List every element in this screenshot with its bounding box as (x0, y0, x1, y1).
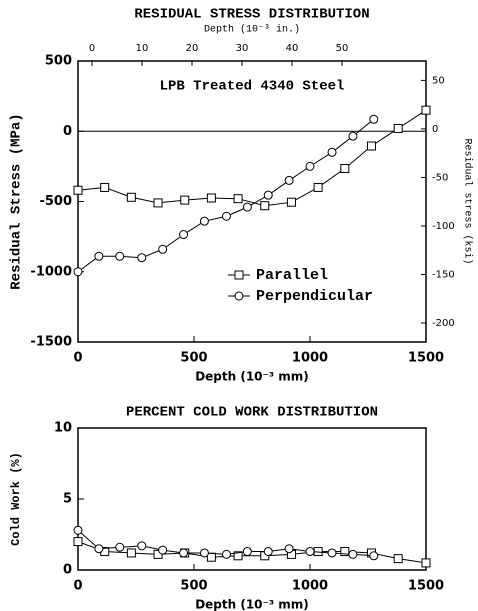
chart-title: PERCENT COLD WORK DISTRIBUTION (126, 405, 378, 421)
y-tick-label: 0 (63, 563, 72, 578)
square-marker (206, 193, 216, 203)
square-marker (366, 141, 376, 151)
circle-marker (73, 525, 83, 535)
x2-tick-label: 20 (186, 43, 199, 54)
circle-marker (242, 547, 252, 557)
x2-tick-label: 50 (336, 43, 349, 54)
x2-tick-label: 0 (89, 43, 95, 54)
circle-marker (369, 551, 379, 561)
circle-marker (179, 548, 189, 558)
square-marker (313, 182, 323, 192)
series-line (77, 109, 427, 207)
circle-marker (221, 549, 231, 559)
circle-marker (369, 114, 379, 124)
y-tick-label: 10 (54, 421, 72, 436)
square-marker (126, 548, 136, 558)
y-tick-label: -1500 (30, 335, 72, 350)
circle-marker (94, 251, 104, 261)
y2-tick-label: -100 (432, 221, 455, 232)
y-tick-label: -500 (39, 194, 72, 209)
x-tick-label: 1500 (408, 579, 444, 594)
x-tick-label: 0 (73, 351, 82, 366)
square-marker (126, 192, 136, 202)
x2-tick-label: 30 (236, 43, 249, 54)
circle-marker (348, 131, 358, 141)
square-marker (73, 537, 83, 547)
y2-tick-label: -150 (432, 269, 455, 280)
circle-marker (137, 253, 147, 263)
circle-marker (158, 545, 168, 555)
circle-marker (284, 175, 294, 185)
legend-label: Parallel (256, 267, 328, 284)
x-tick-label: 1500 (408, 351, 444, 366)
legend-circle (234, 291, 244, 301)
y2-tick-label: 50 (432, 75, 445, 86)
circle-marker (305, 161, 315, 171)
circle-marker (115, 542, 125, 552)
circle-marker (115, 251, 125, 261)
circle-marker (94, 544, 104, 554)
y-tick-label: 5 (63, 492, 72, 507)
circle-marker (348, 549, 358, 559)
square-marker (393, 554, 403, 564)
circle-marker (263, 547, 273, 557)
y-tick-label: 500 (45, 54, 72, 69)
square-marker (421, 558, 431, 568)
annotation: LPB Treated 4340 Steel (160, 79, 345, 95)
square-marker (153, 198, 163, 208)
x-tick-label: 1000 (292, 579, 328, 594)
x-axis-label: Depth (10⁻³ mm) (195, 370, 309, 384)
x2-tick-label: 40 (286, 43, 299, 54)
x-tick-label: 1000 (292, 351, 328, 366)
circle-marker (327, 548, 337, 558)
square-marker (393, 123, 403, 133)
circle-marker (327, 147, 337, 157)
square-marker (260, 201, 270, 211)
circle-marker (263, 190, 273, 200)
square-marker (73, 185, 83, 195)
y2-axis-label: Residual stress (ksi) (461, 138, 473, 264)
circle-marker (242, 202, 252, 212)
x-tick-label: 500 (180, 579, 207, 594)
circle-marker (73, 267, 83, 277)
y2-tick-label: -50 (432, 172, 448, 183)
x-axis-label: Depth (10⁻³ mm) (195, 598, 309, 611)
square-marker (340, 163, 350, 173)
circle-marker (137, 541, 147, 551)
circle-marker (305, 547, 315, 557)
legend-label: Perpendicular (256, 288, 373, 305)
square-marker (340, 547, 350, 557)
square-marker (421, 105, 431, 115)
circle-marker (199, 548, 209, 558)
y-axis-label: Cold Work (%) (9, 452, 23, 546)
y2-tick-label: -200 (432, 318, 455, 329)
circle-marker (179, 230, 189, 240)
y-tick-label: -1000 (30, 264, 72, 279)
square-marker (233, 194, 243, 204)
x2-axis-label: Depth (10⁻³ in.) (204, 24, 300, 36)
square-marker (286, 197, 296, 207)
circle-marker (199, 216, 209, 226)
legend-square (234, 270, 244, 280)
square-marker (100, 182, 110, 192)
square-marker (180, 195, 190, 205)
y-axis-label: Residual Stress (MPa) (9, 113, 25, 289)
series-line (77, 118, 375, 273)
circle-marker (221, 211, 231, 221)
y2-tick-label: 0 (432, 124, 438, 135)
y-tick-label: 0 (63, 124, 72, 139)
circle-marker (284, 544, 294, 554)
square-marker (233, 551, 243, 561)
x-tick-label: 0 (73, 579, 82, 594)
circle-marker (158, 244, 168, 254)
x-tick-label: 500 (180, 351, 207, 366)
x2-tick-label: 10 (136, 43, 149, 54)
chart-title: RESIDUAL STRESS DISTRIBUTION (134, 7, 369, 23)
